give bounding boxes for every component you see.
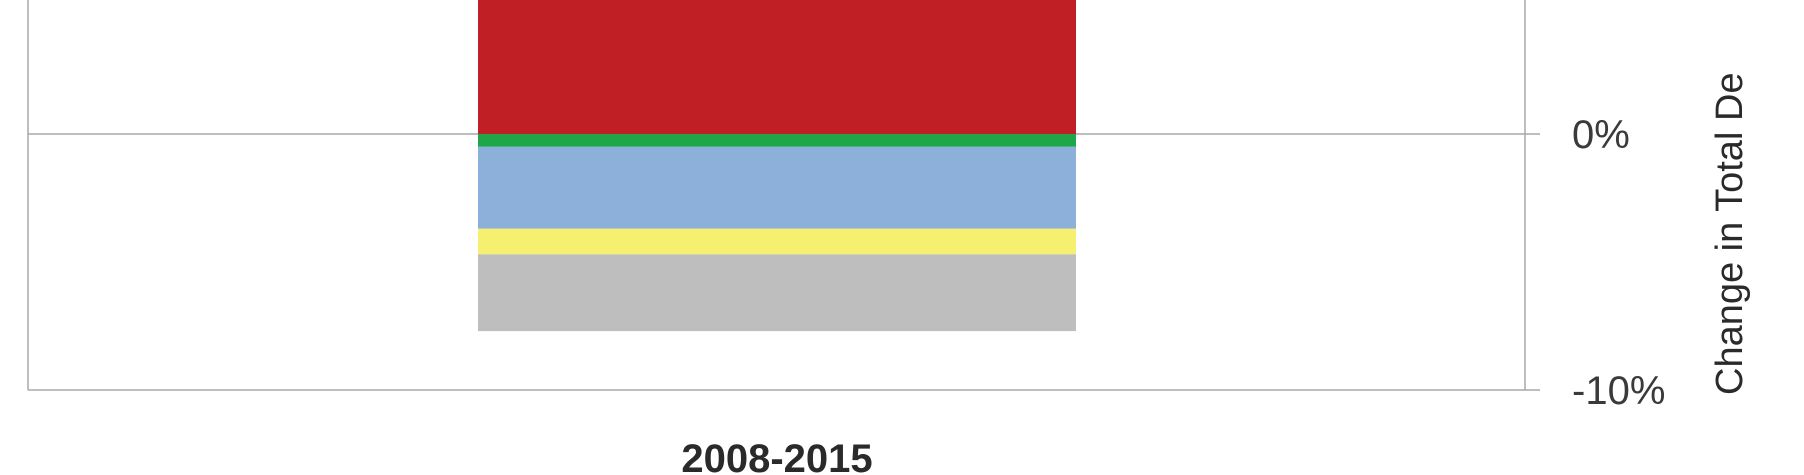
bars xyxy=(478,0,1076,332)
bar-segment-4 xyxy=(478,254,1076,332)
y-tick-label: 0% xyxy=(1572,113,1630,157)
x-category-labels: 2008-2015 xyxy=(681,437,872,475)
bar-segment-0 xyxy=(478,0,1076,134)
bar-segment-2 xyxy=(478,146,1076,229)
y-tick-label: -10% xyxy=(1572,369,1665,413)
x-category-label: 2008-2015 xyxy=(681,437,872,475)
y-tick-labels: 0% -10% xyxy=(1572,113,1665,413)
bar-segment-1 xyxy=(478,134,1076,147)
y-axis-title: Change in Total De xyxy=(1709,72,1751,395)
bar-segment-3 xyxy=(478,228,1076,255)
